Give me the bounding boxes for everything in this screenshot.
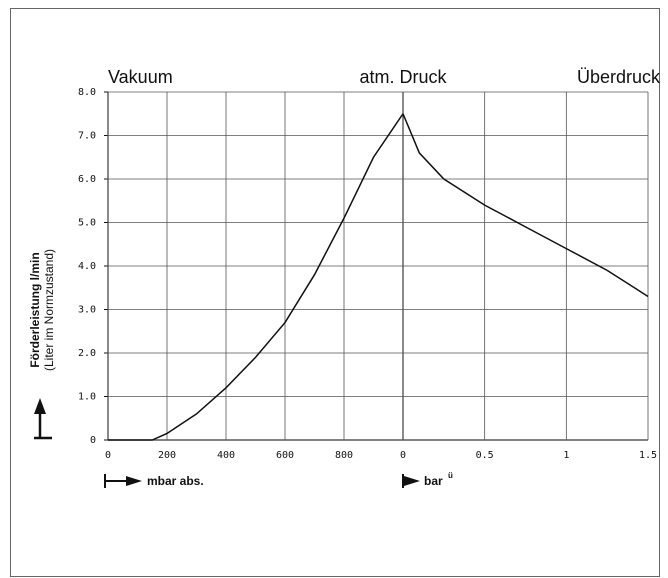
- x-axis-label-bar: bar: [424, 474, 443, 488]
- x-tick-label: 0: [105, 450, 111, 461]
- y-tick-label: 1.0: [78, 392, 96, 403]
- x-arrow-bar: [402, 474, 420, 488]
- y-tick-label: 4.0: [78, 261, 96, 272]
- curve: [402, 113, 649, 298]
- y-tick-label: 6.0: [78, 174, 96, 185]
- y-tick-label: 8.0: [78, 87, 96, 98]
- y-arrow: [34, 398, 52, 440]
- x-tick-label: 0: [400, 450, 406, 461]
- x-tick-label: 600: [276, 450, 294, 461]
- x-tick-label: 400: [217, 450, 235, 461]
- x-arrow-mbar: [104, 474, 142, 488]
- x-tick-label: 800: [335, 450, 353, 461]
- label-ueberdruck: Überdruck: [577, 67, 661, 87]
- y-tick-label: 2.0: [78, 348, 96, 359]
- x-axis-label-bar-sup: ü: [448, 471, 453, 480]
- y-tick-label: 7.0: [78, 131, 96, 142]
- x-tick-label: 200: [158, 450, 176, 461]
- y-axis-label: Förderleistung l/min: [28, 252, 42, 367]
- y-tick-label: 5.0: [78, 218, 96, 229]
- label-vakuum: Vakuum: [108, 67, 173, 87]
- y-axis-sublabel: (Liter im Normzustand): [42, 249, 56, 371]
- curve: [108, 113, 404, 441]
- x-tick-label: 1: [563, 450, 569, 461]
- frame: [10, 8, 660, 577]
- x-axis-label-mbar: mbar abs.: [147, 474, 204, 488]
- y-tick-label: 3.0: [78, 305, 96, 316]
- y-tick-label: 0: [90, 435, 96, 446]
- label-atm: atm. Druck: [359, 67, 447, 87]
- x-tick-label: 0.5: [476, 450, 494, 461]
- x-tick-label: 1.5: [639, 450, 657, 461]
